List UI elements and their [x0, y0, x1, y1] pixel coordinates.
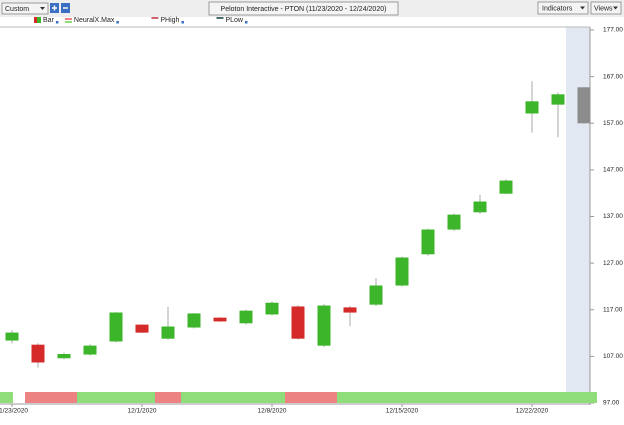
candle-body: [369, 285, 383, 305]
plus-icon: [52, 5, 57, 11]
signal-segment: [311, 392, 337, 403]
y-tick-label: 167.00: [603, 73, 623, 80]
signal-segment: [545, 392, 571, 403]
signal-segment: [129, 392, 155, 403]
dropdown[interactable]: [1, 2, 49, 15]
indicators-button[interactable]: [537, 1, 589, 15]
candle-body: [317, 305, 331, 346]
signal-segment: [25, 392, 51, 403]
signal-segment: [155, 392, 181, 403]
signal-segment: [337, 392, 363, 403]
dropdown-arrow: [580, 6, 585, 10]
candle-body: [5, 332, 19, 341]
candle-body: [525, 101, 539, 114]
views-label: Views: [594, 5, 613, 12]
candle-body: [187, 313, 201, 328]
legend-label: PLow: [225, 17, 243, 24]
y-tick-label: 157.00: [603, 120, 623, 127]
candle-body: [239, 310, 253, 324]
x-tick-label: 12/1/2020: [128, 408, 157, 415]
signal-segment: [0, 392, 13, 403]
x-tick-label: 11/23/2020: [0, 408, 28, 415]
x-tick-label: 12/22/2020: [516, 408, 549, 415]
legend-icon: [37, 17, 41, 23]
y-tick-label: 127.00: [603, 260, 623, 267]
signal-segment: [51, 392, 77, 403]
legend-icon: [34, 17, 38, 23]
legend-dot: [116, 21, 119, 24]
legend-label: NeuralX.Max: [74, 17, 115, 24]
candle-body: [499, 180, 513, 194]
dropdown-label: Custom: [5, 6, 29, 13]
signal-segment: [415, 392, 441, 403]
candle-body: [83, 345, 97, 355]
signal-segment: [233, 392, 259, 403]
candle-body: [135, 324, 149, 333]
candle-body: [447, 214, 461, 230]
signal-segment: [207, 392, 233, 403]
signal-segment: [103, 392, 129, 403]
chart-title: Peloton Interactive - PTON (11/23/2020 -…: [221, 6, 387, 13]
signal-segment: [285, 392, 311, 403]
candle-body: [473, 201, 487, 213]
y-tick-label: 107.00: [603, 353, 623, 360]
candle-body: [31, 344, 45, 363]
candle-body: [161, 326, 175, 339]
candle-body: [421, 229, 435, 255]
legend-dot: [244, 21, 248, 24]
signal-segment: [571, 392, 597, 403]
signal-segment: [259, 392, 285, 403]
candle-body: [577, 87, 591, 124]
x-tick-label: 12/15/2020: [386, 408, 419, 415]
legend-dot: [181, 21, 184, 24]
candle-body: [343, 307, 357, 313]
candle-body: [395, 257, 409, 286]
y-tick-label: 97.00: [603, 400, 620, 407]
candle-body: [57, 354, 71, 359]
signal-segment: [77, 392, 103, 403]
signal-segment: [467, 392, 493, 403]
legend-icon: [64, 21, 72, 23]
y-tick-label: 117.00: [603, 306, 623, 313]
legend-icon: [64, 18, 72, 20]
y-tick-label: 137.00: [603, 213, 623, 220]
signal-segment: [441, 392, 467, 403]
indicators-label: Indicators: [542, 5, 573, 12]
views-button[interactable]: [590, 1, 622, 15]
legend-dot: [55, 21, 59, 24]
signal-segment: [181, 392, 207, 403]
candle-body: [265, 302, 279, 315]
y-tick-label: 177.00: [603, 27, 623, 34]
signal-segment: [519, 392, 545, 403]
signal-segment: [389, 392, 415, 403]
x-tick-label: 12/8/2020: [258, 408, 287, 415]
candle-body: [291, 306, 305, 339]
y-tick-label: 147.00: [603, 167, 623, 174]
dropdown-arrow: [613, 6, 618, 10]
legend-label: PHigh: [160, 17, 179, 24]
candle-body: [213, 317, 227, 322]
signal-segment: [493, 392, 519, 403]
legend-label: Bar: [43, 17, 55, 24]
signal-segment: [363, 392, 389, 403]
title-box: [208, 1, 399, 16]
candle-body: [551, 94, 565, 105]
dropdown-arrow: [40, 7, 45, 10]
current-period-shade: [566, 27, 590, 403]
candle-body: [109, 312, 123, 342]
